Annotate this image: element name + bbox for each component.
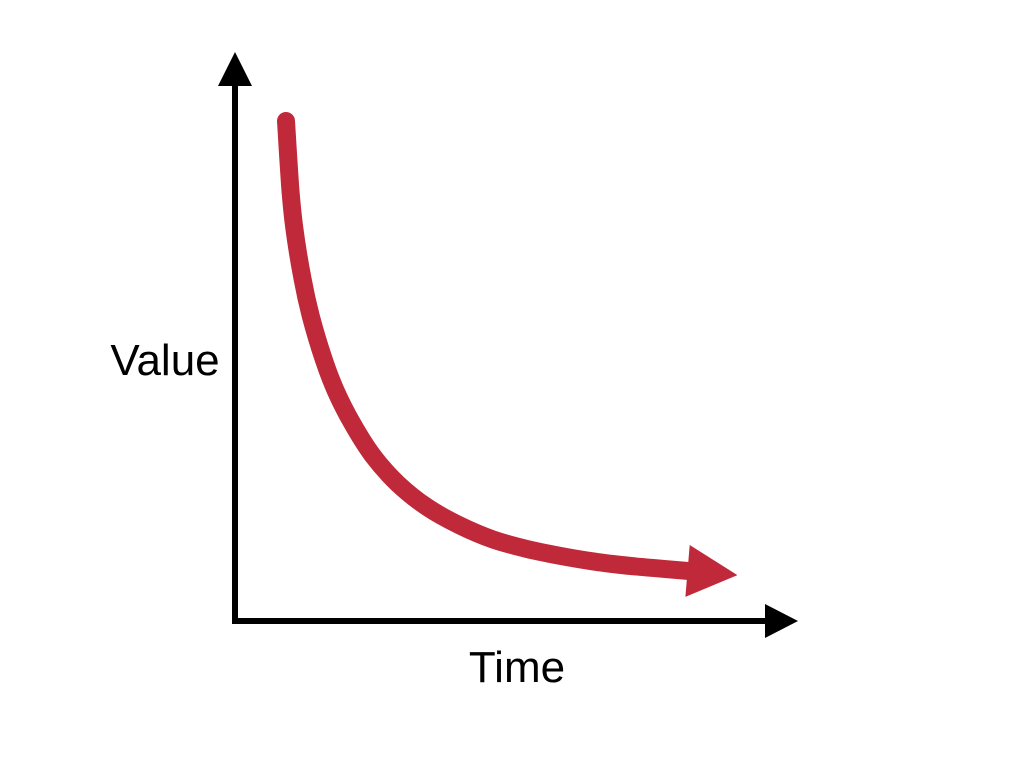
- y-axis-label: Value: [110, 336, 219, 385]
- x-axis-label: Time: [469, 643, 565, 692]
- decay-curve: [277, 112, 709, 581]
- y-axis-arrowhead: [218, 52, 252, 86]
- curve-arrowhead: [685, 545, 738, 597]
- x-axis-arrowhead: [765, 604, 798, 638]
